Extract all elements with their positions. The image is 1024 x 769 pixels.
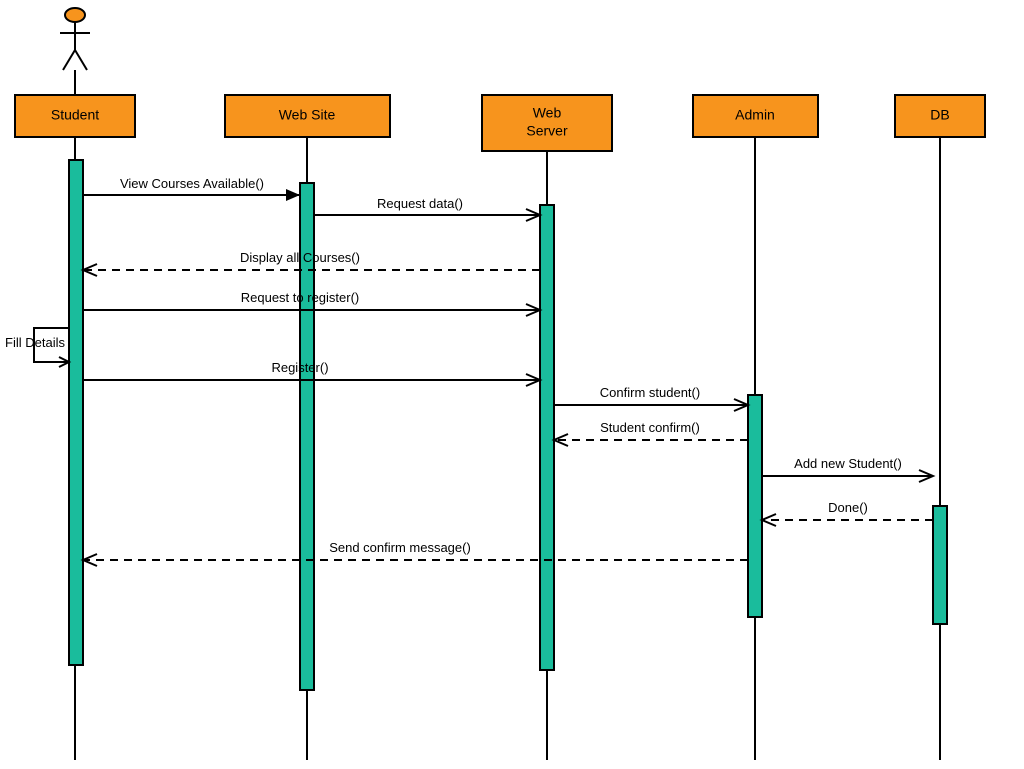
svg-text:Display all Courses(): Display all Courses() bbox=[240, 250, 360, 265]
message-confirm-student: Confirm student() bbox=[554, 385, 748, 411]
participant-admin-label: Admin bbox=[735, 107, 775, 123]
message-student-confirm: Student confirm() bbox=[554, 420, 748, 446]
actor-leg-left bbox=[63, 50, 75, 70]
svg-text:Confirm student(): Confirm student() bbox=[600, 385, 700, 400]
message-send-confirm: Send confirm message() bbox=[83, 540, 748, 566]
svg-text:Student confirm(): Student confirm() bbox=[600, 420, 700, 435]
svg-text:Fill Details: Fill Details bbox=[5, 335, 65, 350]
participant-student-label: Student bbox=[51, 107, 99, 123]
message-done: Done() bbox=[762, 500, 933, 526]
svg-text:Request to register(): Request to register() bbox=[241, 290, 360, 305]
actor-figure bbox=[60, 8, 90, 70]
svg-text:Done(): Done() bbox=[828, 500, 868, 515]
activation-admin bbox=[748, 395, 762, 617]
activation-server bbox=[540, 205, 554, 670]
svg-text:Add new Student(): Add new Student() bbox=[794, 456, 902, 471]
actor-head bbox=[65, 8, 85, 22]
message-view-courses: View Courses Available() bbox=[83, 176, 300, 201]
svg-text:Register(): Register() bbox=[271, 360, 328, 375]
activation-student bbox=[69, 160, 83, 665]
activation-db bbox=[933, 506, 947, 624]
participant-server-label-2: Server bbox=[526, 123, 568, 139]
sequence-diagram: Student Web Site Web Server Admin DB Vie… bbox=[0, 0, 1024, 769]
message-fill-details: Fill Details bbox=[5, 328, 69, 367]
participant-db-label: DB bbox=[930, 107, 949, 123]
participant-server-label-1: Web bbox=[533, 105, 562, 121]
svg-text:View Courses Available(): View Courses Available() bbox=[120, 176, 264, 191]
actor-leg-right bbox=[75, 50, 87, 70]
svg-text:Send confirm message(): Send confirm message() bbox=[329, 540, 471, 555]
message-add-new-student: Add new Student() bbox=[762, 456, 933, 482]
svg-text:Request data(): Request data() bbox=[377, 196, 463, 211]
participant-website-label: Web Site bbox=[279, 107, 336, 123]
message-request-data: Request data() bbox=[314, 196, 540, 221]
